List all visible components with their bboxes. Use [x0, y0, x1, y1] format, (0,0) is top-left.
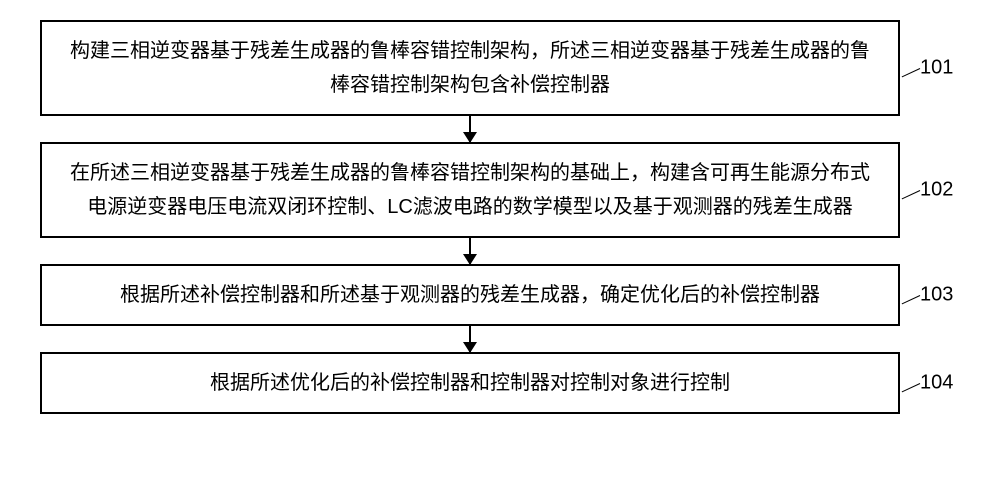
flowchart-arrow	[469, 238, 471, 264]
label-connector	[902, 68, 921, 77]
node-text: 根据所述优化后的补偿控制器和控制器对控制对象进行控制	[62, 366, 878, 400]
flowchart-step-2: 在所述三相逆变器基于残差生成器的鲁棒容错控制架构的基础上，构建含可再生能源分布式…	[30, 142, 970, 238]
label-connector	[902, 383, 921, 392]
node-label: 103	[920, 284, 970, 307]
flowchart-step-4: 根据所述优化后的补偿控制器和控制器对控制对象进行控制 104	[30, 352, 970, 414]
flowchart-node: 根据所述优化后的补偿控制器和控制器对控制对象进行控制	[40, 352, 900, 414]
flowchart-node: 在所述三相逆变器基于残差生成器的鲁棒容错控制架构的基础上，构建含可再生能源分布式…	[40, 142, 900, 238]
flowchart-container: 构建三相逆变器基于残差生成器的鲁棒容错控制架构，所述三相逆变器基于残差生成器的鲁…	[30, 20, 970, 414]
flowchart-node: 根据所述补偿控制器和所述基于观测器的残差生成器，确定优化后的补偿控制器	[40, 264, 900, 326]
flowchart-arrow	[469, 326, 471, 352]
flowchart-step-1: 构建三相逆变器基于残差生成器的鲁棒容错控制架构，所述三相逆变器基于残差生成器的鲁…	[30, 20, 970, 116]
node-text: 在所述三相逆变器基于残差生成器的鲁棒容错控制架构的基础上，构建含可再生能源分布式…	[62, 156, 878, 224]
flowchart-step-3: 根据所述补偿控制器和所述基于观测器的残差生成器，确定优化后的补偿控制器 103	[30, 264, 970, 326]
node-label: 104	[920, 372, 970, 395]
label-connector	[902, 190, 921, 199]
flowchart-node: 构建三相逆变器基于残差生成器的鲁棒容错控制架构，所述三相逆变器基于残差生成器的鲁…	[40, 20, 900, 116]
node-text: 根据所述补偿控制器和所述基于观测器的残差生成器，确定优化后的补偿控制器	[62, 278, 878, 312]
flowchart-arrow	[469, 116, 471, 142]
node-label: 101	[920, 57, 970, 80]
node-text: 构建三相逆变器基于残差生成器的鲁棒容错控制架构，所述三相逆变器基于残差生成器的鲁…	[62, 34, 878, 102]
label-connector	[902, 295, 921, 304]
node-label: 102	[920, 179, 970, 202]
